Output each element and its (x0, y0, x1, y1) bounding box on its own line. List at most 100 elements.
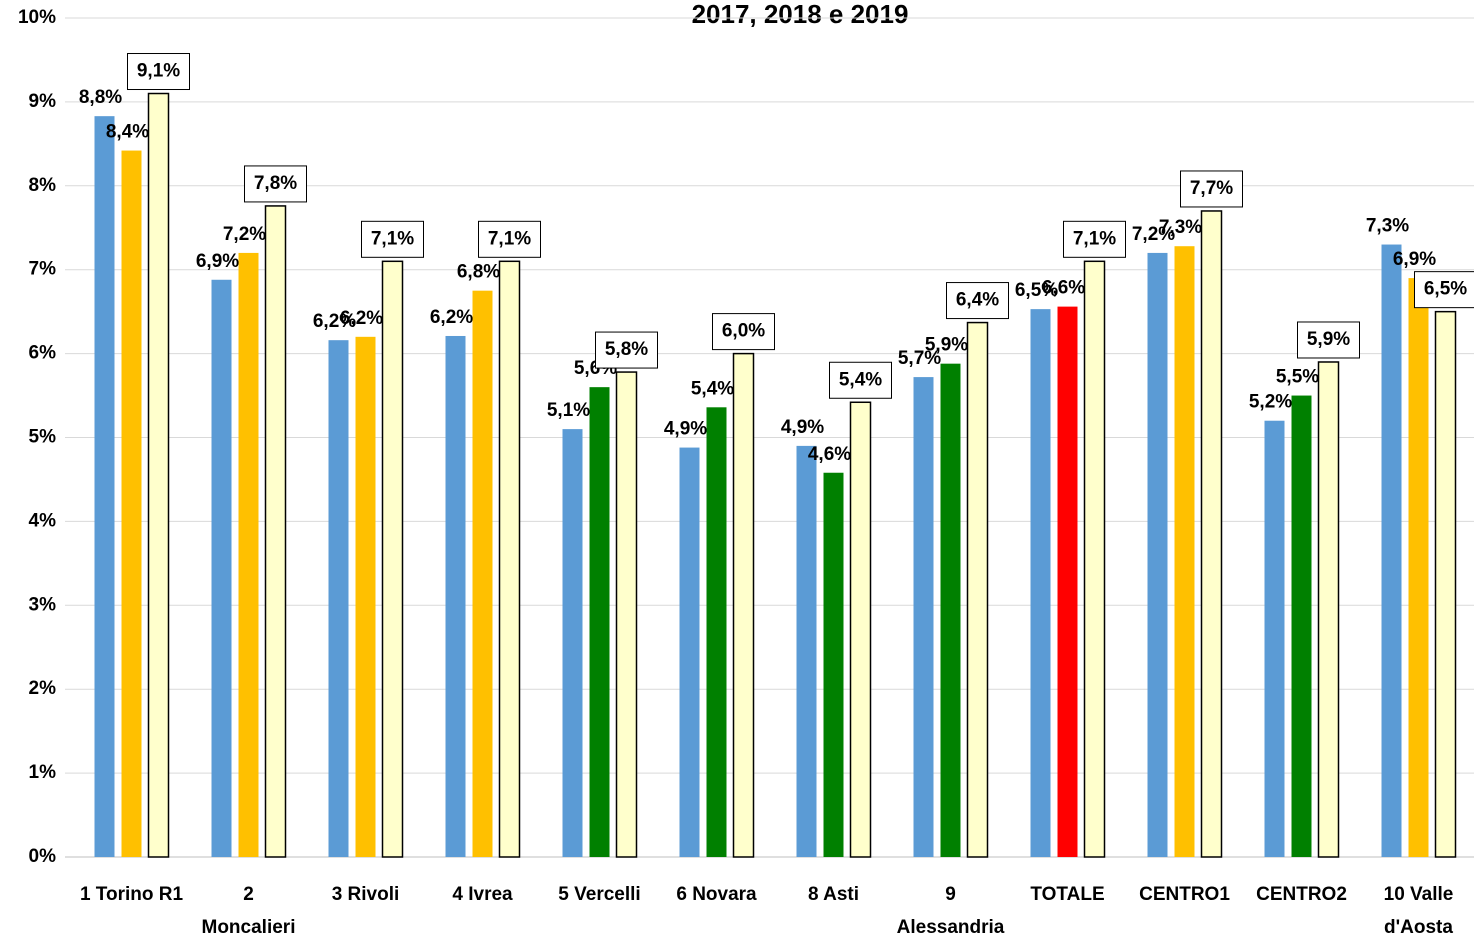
y-tick-label: 8% (29, 175, 57, 196)
data-label: 7,2% (223, 224, 266, 245)
bar (913, 377, 934, 857)
bar (823, 472, 844, 857)
bar (498, 260, 521, 858)
y-tick-label: 7% (29, 259, 57, 280)
bar (849, 401, 872, 858)
data-label: 8,4% (106, 122, 149, 143)
bar (966, 321, 989, 858)
x-tick-label-line: 5 Vercelli (558, 884, 640, 905)
x-tick-label-line: Alessandria (897, 917, 1005, 938)
bar (1317, 361, 1340, 858)
y-tick-label: 1% (29, 762, 57, 783)
bar (1408, 278, 1429, 858)
bar (355, 336, 376, 857)
x-tick-label-line: 10 Valle (1384, 884, 1454, 905)
x-tick-label-line: 8 Asti (808, 884, 859, 905)
data-label: 7,1% (371, 228, 414, 249)
data-label-box: 9,1% (127, 53, 190, 91)
y-tick-label: 10% (18, 7, 56, 28)
y-tick-label: 4% (29, 510, 57, 531)
data-label-box: 5,4% (829, 361, 892, 399)
bar (1291, 395, 1312, 857)
bar (1381, 244, 1402, 857)
data-label: 5,1% (547, 400, 590, 421)
x-tick-label: 5 Vercelli (558, 884, 640, 905)
label-box (595, 331, 658, 369)
data-label: 6,5% (1424, 279, 1467, 300)
data-label: 5,5% (1276, 367, 1319, 388)
bar (238, 252, 259, 858)
x-tick-label-line: 4 Ivrea (452, 884, 513, 905)
label-box (1414, 271, 1474, 309)
x-tick-label: 2 Moncalieri (202, 884, 296, 938)
bar (1030, 309, 1051, 857)
y-tick-label: 9% (29, 91, 57, 112)
y-tick-label: 5% (29, 427, 57, 448)
data-label: 7,2% (1132, 224, 1175, 245)
label-box (1063, 220, 1126, 258)
x-tick-label: 9 Alessandria (897, 884, 1005, 938)
data-label: 5,7% (898, 348, 941, 369)
data-label: 6,5% (1015, 280, 1058, 301)
label-box (244, 165, 307, 203)
data-label: 5,9% (1307, 329, 1350, 350)
data-label: 6,4% (956, 290, 999, 311)
data-label-box: 6,5% (1414, 271, 1474, 309)
bar (147, 92, 170, 858)
bar (1147, 252, 1168, 858)
x-tick-label: CENTRO2 (1256, 884, 1347, 905)
bar (679, 447, 700, 857)
x-tick-label: 8 Asti (808, 884, 859, 905)
data-label: 5,8% (605, 339, 648, 360)
x-tick-label: 4 Ivrea (452, 884, 513, 905)
x-tick-label: 1 Torino R1 (80, 884, 184, 905)
bar (706, 407, 727, 857)
bar (796, 445, 817, 857)
x-tick-label-line: TOTALE (1030, 884, 1104, 905)
data-label-box: 7,7% (1180, 170, 1243, 208)
bar (472, 290, 493, 857)
bar (1264, 420, 1285, 857)
bar (1057, 306, 1078, 858)
data-label: 5,4% (839, 369, 882, 390)
data-label: 7,3% (1366, 216, 1409, 237)
data-label: 6,9% (1393, 249, 1436, 270)
label-box (946, 282, 1009, 320)
data-label: 5,2% (1249, 392, 1292, 413)
bar (615, 371, 638, 858)
bar (1434, 310, 1457, 858)
bar (1200, 210, 1223, 858)
y-tick-label: 2% (29, 678, 57, 699)
x-tick-label-line: 9 (945, 884, 956, 905)
x-tick-label-line: 1 Torino R1 (80, 884, 184, 905)
x-tick-label: 6 Novara (676, 884, 757, 905)
data-label: 7,3% (1159, 217, 1202, 238)
chart-title: 2017, 2018 e 2019 (692, 0, 909, 29)
bar (264, 205, 287, 858)
x-tick-label-line: 2 (243, 884, 254, 905)
x-tick-label-line: d'Aosta (1384, 917, 1453, 938)
x-tick-label-line: 3 Rivoli (332, 884, 400, 905)
data-label: 7,1% (488, 228, 531, 249)
bar (211, 279, 232, 857)
label-box (712, 313, 775, 351)
data-label: 6,8% (457, 262, 500, 283)
label-box (1180, 170, 1243, 208)
x-tick-label: 3 Rivoli (332, 884, 400, 905)
bar (1083, 260, 1106, 858)
label-box (1297, 321, 1360, 359)
data-label: 6,0% (722, 321, 765, 342)
bar (940, 363, 961, 857)
data-label-box: 6,0% (712, 313, 775, 351)
data-label-box: 5,9% (1297, 321, 1360, 359)
data-label-box: 7,1% (361, 220, 424, 258)
data-label: 6,2% (430, 307, 473, 328)
y-tick-label: 3% (29, 594, 57, 615)
data-label: 6,2% (313, 311, 356, 332)
bar (121, 150, 142, 857)
label-box (478, 220, 541, 258)
data-label-box: 7,1% (1063, 220, 1126, 258)
x-tick-label-line: Moncalieri (202, 917, 296, 938)
data-label: 9,1% (137, 61, 180, 82)
